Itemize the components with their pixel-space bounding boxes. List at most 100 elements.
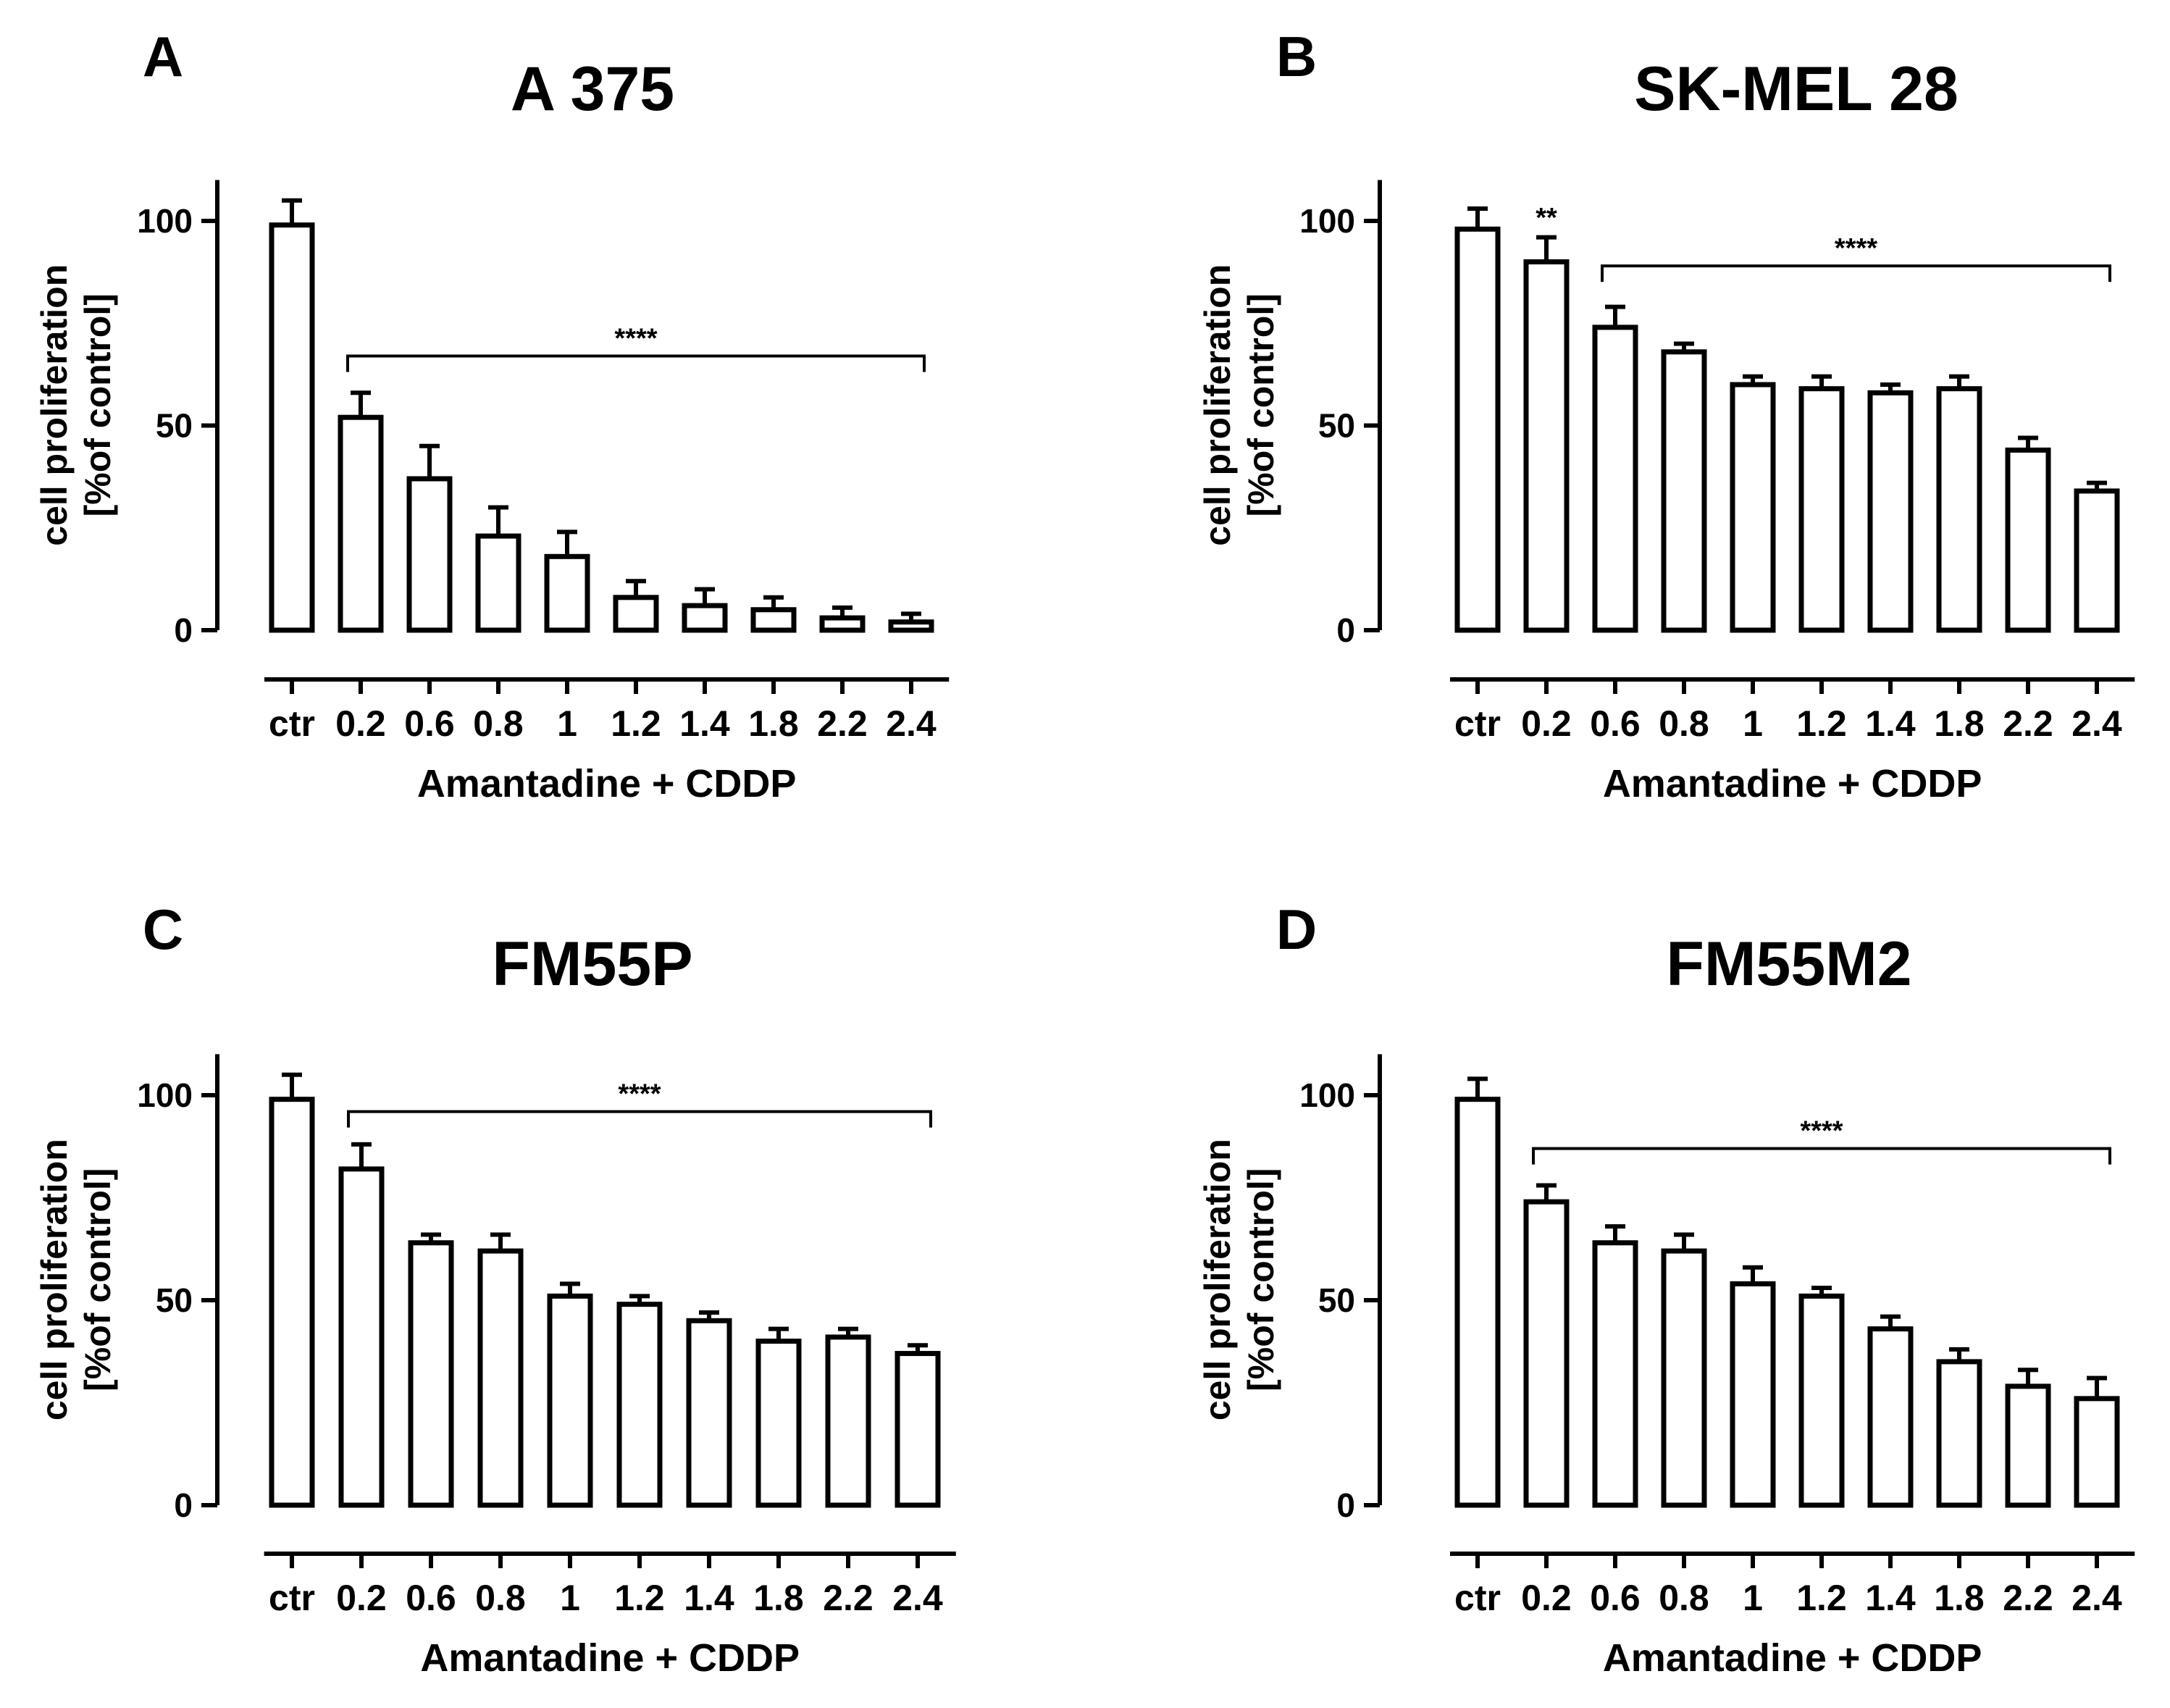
x-tick-label: 0.6 xyxy=(1590,703,1641,744)
error-bar xyxy=(1880,382,1901,393)
x-tick-label: 0.8 xyxy=(1659,703,1709,744)
error-bar xyxy=(490,1232,511,1252)
bar-0.6 xyxy=(406,476,453,633)
error-bar xyxy=(1605,1224,1625,1243)
error-bar xyxy=(2087,1376,2107,1399)
x-tick-label: 0.8 xyxy=(473,703,524,744)
bar-1.4 xyxy=(1867,390,1914,633)
chart-title: A 375 xyxy=(511,54,674,124)
x-tick-label: 1.8 xyxy=(1934,1578,1985,1618)
y-tick-label: 0 xyxy=(174,1486,193,1524)
bar-ctr xyxy=(269,1097,315,1508)
y-tick-label: 0 xyxy=(1336,611,1355,649)
x-tick-label: 0.6 xyxy=(1590,1578,1641,1618)
error-bar xyxy=(626,579,646,598)
y-axis-label: cell proliferation xyxy=(1197,264,1238,546)
x-tick-label: 1.4 xyxy=(1865,1578,1916,1618)
chart-panel-d: D FM55M2 0 50 100 cell proliferation [%of cont… xyxy=(1197,897,2135,1680)
y-tick-label: 50 xyxy=(1318,407,1355,445)
x-tick-label: 0.2 xyxy=(1521,703,1572,744)
x-tick-label: 1 xyxy=(560,1578,580,1618)
error-bar xyxy=(1467,206,1488,230)
x-tick-label: 1 xyxy=(557,703,577,744)
error-bar xyxy=(1674,341,1694,352)
bar-0.6 xyxy=(1592,325,1638,633)
bar-1.8 xyxy=(1936,1359,1982,1508)
error-bar xyxy=(699,1310,719,1321)
bar-2.2 xyxy=(819,615,866,633)
panel-letter: C xyxy=(143,897,183,961)
bar-1.2 xyxy=(613,595,659,633)
y-tick-label: 100 xyxy=(137,202,193,240)
x-tick-label: ctr xyxy=(269,1578,315,1618)
chart-panel-b: B SK-MEL 28 0 50 100 cell proliferation [%of c… xyxy=(1197,25,2135,805)
panel-letter: D xyxy=(1276,897,1317,961)
bar-2.2 xyxy=(2005,447,2051,633)
error-bar xyxy=(421,1232,441,1243)
significance-bracket xyxy=(346,354,926,372)
y-tick-label: 0 xyxy=(1336,1486,1355,1524)
error-bar xyxy=(832,605,852,619)
x-tick-label: 2.2 xyxy=(817,703,868,744)
bar-0.2 xyxy=(1523,1199,1570,1508)
error-bar xyxy=(838,1326,858,1337)
significance-annotation: **** xyxy=(1532,1116,2111,1165)
x-tick-label: 2.2 xyxy=(2003,703,2053,744)
error-bar xyxy=(901,611,921,622)
x-tick-label: 2.2 xyxy=(823,1578,874,1618)
y-axis-label: [%of control] xyxy=(78,1168,118,1391)
bar-0.2 xyxy=(1523,259,1570,633)
chart-title: SK-MEL 28 xyxy=(1634,54,1959,124)
bar-0.8 xyxy=(477,1248,524,1508)
bar-2.2 xyxy=(825,1334,871,1508)
error-bar xyxy=(1949,374,1969,389)
bar-1 xyxy=(1730,1281,1776,1508)
bar-1.2 xyxy=(1798,386,1845,633)
chart-title: FM55P xyxy=(492,929,692,999)
y-tick-label: 50 xyxy=(156,1281,193,1319)
bar-2.4 xyxy=(2074,1396,2120,1508)
bar-2.2 xyxy=(2005,1383,2051,1508)
error-bar xyxy=(1536,1183,1557,1202)
error-bar xyxy=(1674,1232,1694,1252)
x-tick-label: 1.2 xyxy=(1796,703,1847,744)
error-bar xyxy=(1536,235,1557,262)
x-tick-label: 2.2 xyxy=(2003,1578,2053,1618)
y-axis-label: cell proliferation xyxy=(34,264,75,546)
panel-letter: A xyxy=(143,25,183,88)
error-bar xyxy=(763,595,784,610)
x-axis-label: Amantadine + CDDP xyxy=(417,762,797,805)
significance-label: **** xyxy=(618,1079,661,1110)
x-tick-label: 0.2 xyxy=(335,703,386,744)
x-tick-label: 1.8 xyxy=(1934,703,1985,744)
error-bar xyxy=(557,529,577,557)
bar-1 xyxy=(547,1293,593,1508)
significance-bracket xyxy=(1532,1147,2111,1165)
bar-1.8 xyxy=(1936,386,1982,633)
x-tick-label: ctr xyxy=(1454,1578,1501,1618)
significance-bracket xyxy=(1601,264,2111,282)
x-tick-label: 1.4 xyxy=(684,1578,734,1618)
error-bar xyxy=(629,1294,650,1305)
x-tick-label: 2.4 xyxy=(886,703,937,744)
x-axis-label: Amantadine + CDDP xyxy=(420,1636,800,1680)
error-bar xyxy=(1880,1314,1901,1329)
significance-annotation: **** xyxy=(346,323,926,372)
error-bar xyxy=(282,1072,302,1100)
bar-0.8 xyxy=(1661,1248,1707,1508)
y-tick-label: 0 xyxy=(174,611,193,649)
error-bar xyxy=(488,505,508,537)
y-tick-label: 100 xyxy=(1299,1076,1355,1114)
error-bar xyxy=(695,587,715,606)
y-tick-label: 100 xyxy=(137,1076,193,1114)
bar-0.8 xyxy=(475,533,521,633)
x-tick-label: 1 xyxy=(1743,1578,1763,1618)
x-tick-label: ctr xyxy=(269,703,315,744)
bar-1.2 xyxy=(1798,1293,1845,1508)
x-tick-label: 1.8 xyxy=(753,1578,804,1618)
error-bar xyxy=(1743,374,1763,385)
significance-label: **** xyxy=(1835,233,1877,264)
x-tick-label: 0.6 xyxy=(404,703,455,744)
x-tick-label: 0.6 xyxy=(406,1578,456,1618)
bar-0.2 xyxy=(338,414,384,633)
